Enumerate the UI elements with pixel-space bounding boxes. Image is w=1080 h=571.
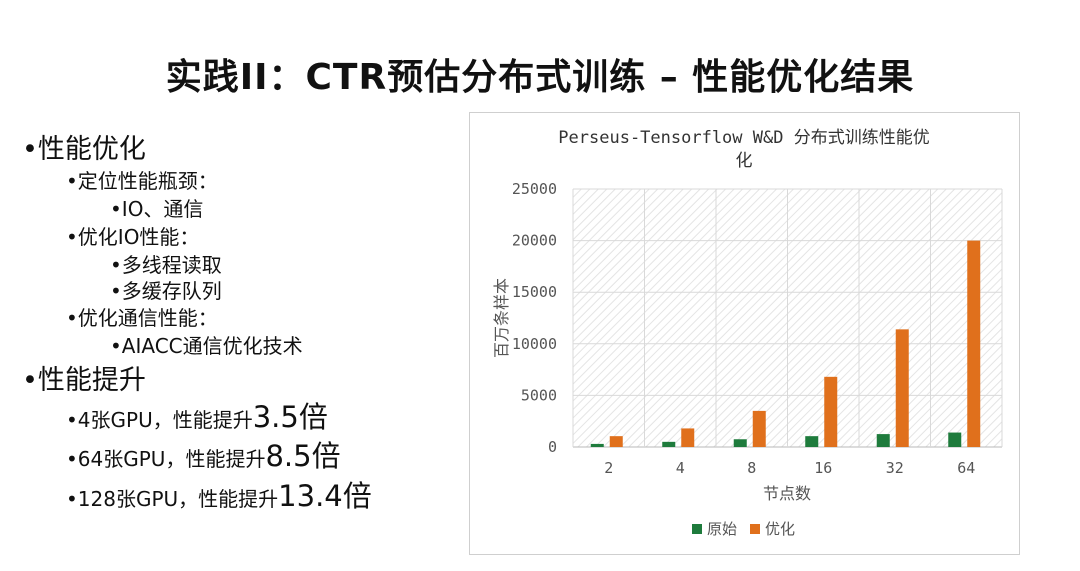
chart-title-line1: Perseus-Tensorflow W&D 分布式训练性能优 bbox=[558, 128, 929, 148]
y-tick-label: 15000 bbox=[512, 283, 557, 301]
gpu128-value: 13.4倍 bbox=[278, 479, 372, 513]
bullet-opt-io: •优化IO性能： bbox=[66, 225, 200, 249]
y-tick-label: 10000 bbox=[512, 335, 557, 353]
x-axis-label: 节点数 bbox=[763, 484, 811, 503]
bar-chart: Perseus-Tensorflow W&D 分布式训练性能优 化 0 5000 1… bbox=[492, 128, 1003, 538]
x-tick-label: 64 bbox=[957, 459, 975, 477]
legend: 原始 优化 bbox=[692, 520, 795, 538]
y-axis-label: 百万条样本 bbox=[492, 278, 511, 358]
slide-title: 实践II：CTR预估分布式训练 – 性能优化结果 bbox=[165, 57, 915, 98]
x-tick-label: 32 bbox=[886, 459, 904, 477]
bullet-gpu4: •4张GPU，性能提升3.5倍 bbox=[66, 394, 328, 436]
y-tick-label: 20000 bbox=[512, 232, 557, 250]
bullet-multithread: •多线程读取 bbox=[110, 253, 222, 277]
bar-optimized bbox=[895, 329, 909, 447]
gpu64-prefix: •64张GPU，性能提升 bbox=[66, 447, 266, 471]
bar-original bbox=[805, 436, 819, 447]
bullet-perf-opt: •性能优化 bbox=[22, 134, 146, 165]
bullet-io-comm: •IO、通信 bbox=[110, 197, 204, 221]
gpu128-prefix: •128张GPU，性能提升 bbox=[66, 487, 279, 511]
x-tick-label: 4 bbox=[676, 459, 685, 477]
bar-original bbox=[948, 432, 962, 447]
chart-title-line2: 化 bbox=[736, 151, 753, 171]
y-tick-label: 25000 bbox=[512, 180, 557, 198]
legend-swatch bbox=[692, 524, 702, 534]
bullet-opt-comm: •优化通信性能： bbox=[66, 306, 218, 330]
chart-panel: Perseus-Tensorflow W&D 分布式训练性能优 化 0 5000 1… bbox=[469, 112, 1020, 555]
legend-label: 优化 bbox=[765, 520, 795, 538]
x-tick-label: 8 bbox=[747, 459, 756, 477]
bar-optimized bbox=[824, 376, 838, 447]
bullet-multibuffer: •多缓存队列 bbox=[110, 279, 222, 303]
bullet-gpu128: •128张GPU，性能提升13.4倍 bbox=[66, 473, 372, 515]
bar-optimized bbox=[681, 428, 695, 447]
gpu4-prefix: •4张GPU，性能提升 bbox=[66, 408, 253, 432]
bullet-locate: •定位性能瓶颈： bbox=[66, 169, 218, 193]
y-tick-label: 0 bbox=[548, 438, 557, 456]
grid-lines bbox=[572, 188, 1003, 448]
x-tick-labels: 2 4 8 16 32 64 bbox=[604, 459, 975, 477]
bar-optimized bbox=[609, 436, 623, 447]
bullet-gpu64: •64张GPU，性能提升8.5倍 bbox=[66, 433, 341, 475]
gpu64-value: 8.5倍 bbox=[265, 439, 341, 473]
bar-original bbox=[662, 441, 676, 447]
bullet-perf-up: •性能提升 bbox=[22, 365, 146, 396]
x-tick-label: 16 bbox=[814, 459, 832, 477]
bar-original bbox=[876, 434, 890, 447]
bars bbox=[590, 240, 981, 447]
bar-original bbox=[733, 439, 747, 447]
legend-label: 原始 bbox=[707, 520, 737, 538]
bar-original bbox=[590, 443, 604, 447]
bar-optimized bbox=[752, 410, 766, 447]
y-tick-labels: 0 5000 10000 15000 20000 25000 bbox=[512, 180, 557, 456]
x-tick-label: 2 bbox=[604, 459, 613, 477]
gpu4-value: 3.5倍 bbox=[252, 400, 328, 434]
bar-optimized bbox=[967, 240, 981, 447]
legend-swatch bbox=[750, 524, 760, 534]
y-tick-label: 5000 bbox=[521, 386, 557, 404]
bullet-aiacc: •AIACC通信优化技术 bbox=[110, 334, 303, 358]
